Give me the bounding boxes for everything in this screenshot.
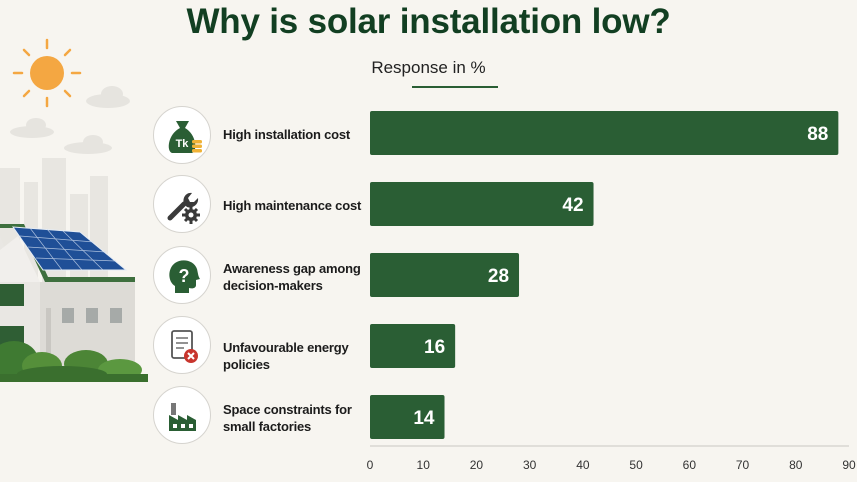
- factory-icon-badge: [153, 386, 211, 444]
- chart-title: Why is solar installation low?: [186, 2, 671, 41]
- x-tick-label: 60: [683, 458, 697, 472]
- svg-text:Tk: Tk: [176, 138, 190, 150]
- head-question-icon-badge: ?: [153, 246, 211, 304]
- document-cross-icon-badge: [153, 316, 211, 374]
- chart-subtitle: Response in %: [371, 58, 486, 77]
- x-tick-label: 10: [417, 458, 431, 472]
- bar-value-label: 14: [413, 408, 435, 429]
- money-bag-icon: Tk: [168, 121, 202, 153]
- category-label: Unfavourable energy policies: [223, 340, 349, 372]
- category-label: High installation cost: [223, 127, 351, 142]
- bar: [370, 324, 456, 368]
- bar: [370, 111, 839, 155]
- solar-house-illustration: [0, 38, 148, 382]
- x-tick-label: 90: [842, 458, 856, 472]
- subtitle-underline: [412, 86, 498, 88]
- bar: [370, 253, 520, 297]
- bar-value-label: 28: [488, 266, 509, 287]
- bushes: [0, 341, 148, 382]
- document-cross-icon: [171, 330, 198, 363]
- category-label: Awareness gap among decision-makers: [223, 261, 361, 293]
- sun-icon: [12, 38, 82, 108]
- money-bag-icon-badge: Tk: [153, 106, 211, 164]
- svg-text:?: ?: [179, 266, 190, 286]
- x-tick-label: 40: [576, 458, 590, 472]
- bar-value-label: 88: [807, 124, 828, 145]
- bar-value-label: 42: [562, 195, 583, 216]
- head-question-icon: ?: [169, 260, 200, 293]
- category-label: High maintenance cost: [223, 198, 362, 213]
- bar-value-label: 16: [424, 337, 445, 358]
- x-tick-label: 80: [789, 458, 803, 472]
- x-tick-label: 0: [367, 458, 374, 472]
- bar: [370, 182, 594, 226]
- wrench-gear-icon: [167, 192, 200, 224]
- category-label: Space constraints for small factories: [223, 402, 352, 434]
- x-tick-label: 30: [523, 458, 537, 472]
- x-tick-label: 20: [470, 458, 484, 472]
- bar: [370, 395, 445, 439]
- factory-icon: [169, 403, 196, 431]
- wrench-gear-icon-badge: [153, 175, 211, 233]
- x-tick-label: 50: [629, 458, 643, 472]
- x-tick-label: 70: [736, 458, 750, 472]
- cloud-icon: [10, 86, 130, 154]
